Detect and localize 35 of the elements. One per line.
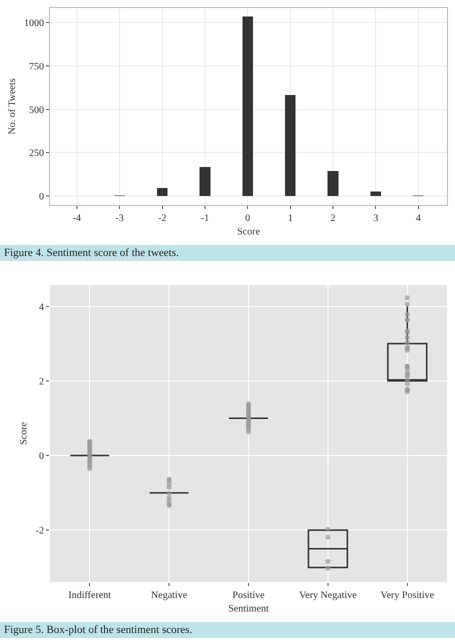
y-tick-label: 2	[39, 376, 44, 388]
caption: Figure 5. Box-plot of the sentiment scores.	[0, 622, 455, 638]
x-tick-label: 1	[288, 213, 293, 224]
y-tick-label: -2	[36, 526, 44, 537]
y-tick-label: 750	[29, 62, 44, 73]
bar	[200, 167, 210, 196]
x-tick-label: Positive	[232, 590, 266, 601]
bar	[328, 170, 338, 196]
bar	[285, 94, 296, 196]
x-tick-label: Negative	[151, 590, 188, 601]
x-tick-label: -4	[72, 213, 82, 224]
y-tick-label: 0	[39, 451, 44, 462]
x-axis-title: Score	[237, 226, 260, 238]
x-tick-label: Indifferent	[68, 590, 112, 601]
y-axis-title: No. of Tweets	[7, 78, 18, 135]
y-tick-label: 250	[29, 148, 44, 160]
x-tick-label: Very Negative	[299, 590, 358, 601]
y-tick-label: 0	[39, 191, 44, 202]
y-tick-label: 4	[39, 302, 44, 313]
bar	[242, 16, 253, 196]
x-tick-label: Very Positive	[380, 590, 435, 601]
x-tick-label: 3	[373, 213, 378, 224]
x-tick-label: 4	[416, 213, 421, 224]
x-tick-label: 0	[245, 213, 250, 224]
caption: Figure 4. Sentiment score of the tweets.	[0, 245, 455, 261]
x-tick-label: -2	[158, 213, 166, 224]
x-tick-label: -1	[200, 213, 210, 224]
y-tick-label: 500	[29, 104, 44, 116]
y-tick-label: 1000	[24, 18, 44, 30]
x-tick-label: 2	[330, 213, 336, 224]
bar	[370, 191, 382, 196]
x-axis-title: Sentiment	[228, 604, 269, 614]
bar	[156, 188, 168, 196]
x-tick-label: -3	[115, 213, 124, 224]
y-axis-title: Score	[18, 422, 30, 445]
